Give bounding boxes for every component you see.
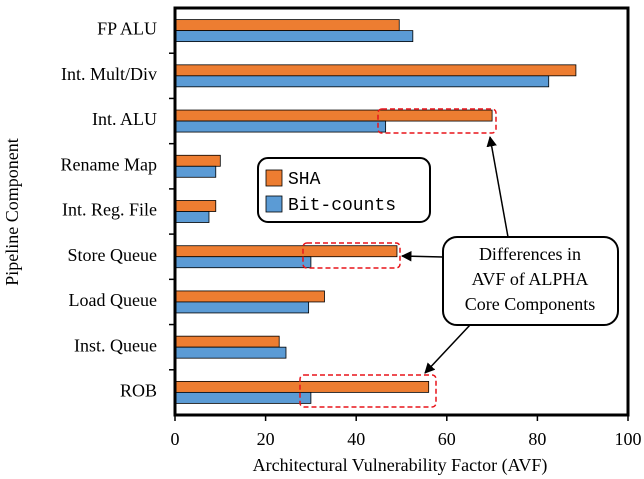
x-tick-label: 40 — [347, 429, 365, 449]
legend-label: Bit-counts — [288, 196, 396, 216]
highlight-box — [302, 242, 401, 269]
x-tick-label: 100 — [615, 429, 642, 449]
bar — [174, 120, 387, 133]
bar — [174, 245, 398, 258]
y-tick-label: Int. Mult/Div — [61, 64, 157, 84]
legend-swatch — [265, 195, 283, 213]
bar — [174, 30, 414, 43]
bar — [174, 211, 210, 223]
y-tick-label: Store Queue — [68, 245, 157, 265]
y-tick-label: ROB — [120, 381, 157, 401]
bar — [174, 391, 312, 404]
x-tick-label: 80 — [528, 429, 546, 449]
bar — [174, 335, 280, 348]
x-axis-title: Architectural Vulnerability Factor (AVF) — [253, 455, 548, 476]
y-tick-label: Rename Map — [61, 154, 157, 174]
y-tick-label: Int. ALU — [92, 109, 157, 129]
bar — [174, 200, 217, 212]
highlight-box — [299, 374, 437, 408]
annotation: Differences in — [479, 244, 581, 264]
legend-box — [257, 157, 431, 223]
arrow — [424, 324, 471, 374]
legend-label: SHA — [288, 170, 321, 190]
bar — [174, 256, 312, 269]
annotation: AVF of ALPHA — [472, 269, 589, 289]
y-tick-label: Inst. Queue — [74, 335, 157, 355]
bar — [174, 19, 400, 32]
annotation-box — [442, 236, 619, 326]
annotation: Core Components — [465, 294, 596, 314]
bar — [174, 64, 577, 77]
bar — [174, 346, 287, 359]
highlight-box — [377, 108, 497, 134]
y-tick-label: Int. Reg. File — [62, 200, 157, 220]
bar — [174, 165, 217, 178]
bar — [174, 154, 221, 167]
bar — [174, 109, 493, 122]
x-tick-label: 60 — [438, 429, 456, 449]
bar — [174, 301, 310, 314]
x-tick-label: 20 — [257, 429, 275, 449]
bar — [174, 290, 325, 303]
y-axis-title: Pipeline Component — [2, 138, 22, 286]
arrow — [486, 135, 509, 238]
bar — [174, 75, 550, 88]
bar — [174, 380, 430, 393]
legend-swatch — [265, 169, 283, 187]
y-tick-label: FP ALU — [97, 19, 157, 39]
plot-frame — [173, 6, 630, 417]
x-tick-label: 0 — [171, 429, 180, 449]
arrow — [400, 250, 444, 262]
y-tick-label: Load Queue — [69, 290, 157, 310]
